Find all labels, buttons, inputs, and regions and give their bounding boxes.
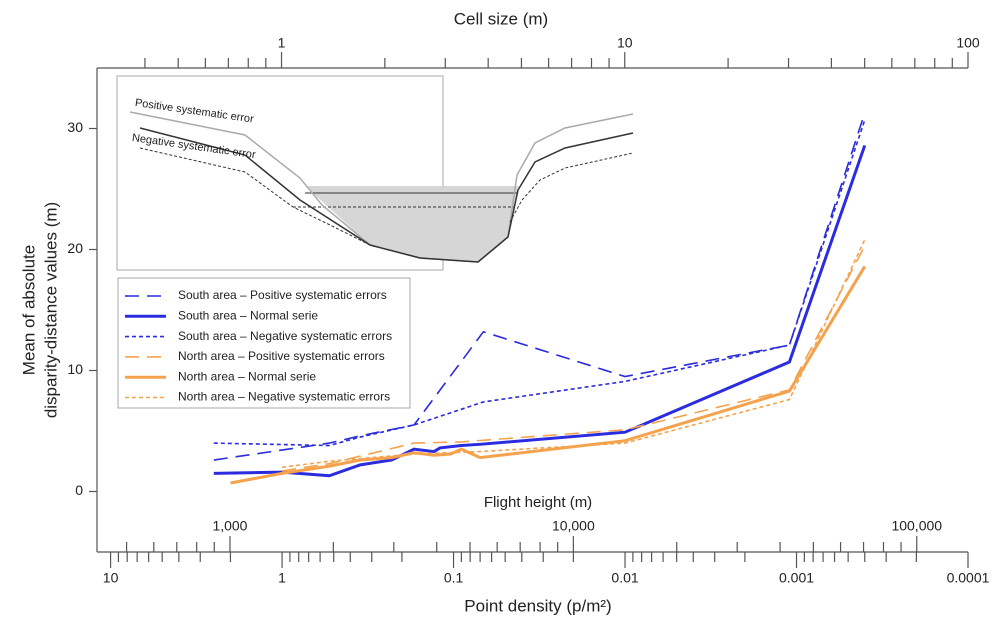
y-axis-title-line: Mean of absolute — [19, 245, 38, 375]
x-tick-label: 0.001 — [779, 570, 814, 586]
series-line — [213, 119, 866, 447]
inset-normal — [139, 127, 634, 263]
inset-negative — [509, 152, 634, 223]
x3-axis-title: Flight height (m) — [484, 494, 592, 511]
x2-tick-label: 10 — [617, 35, 633, 51]
inset-negative — [139, 147, 371, 246]
series-line — [213, 144, 867, 478]
series-line — [281, 239, 866, 469]
x3-tick-label: 1,000 — [212, 518, 247, 534]
x3-tick-label: 10,000 — [552, 518, 595, 534]
y-axis-title-line: disparity-distance values (m) — [41, 202, 60, 418]
legend-label: South area – Negative systematic errors — [178, 329, 392, 343]
x2-tick-label: 1 — [278, 35, 286, 51]
legend-label: North area – Positive systematic errors — [178, 349, 385, 363]
y-tick-label: 0 — [75, 482, 83, 498]
x2-tick-label: 100 — [956, 35, 980, 51]
legend-label: North area – Normal serie — [178, 369, 316, 383]
y-tick-label: 20 — [67, 240, 83, 256]
inset-water — [305, 186, 518, 262]
legend — [117, 277, 411, 409]
legend-label: South area – Positive systematic errors — [178, 288, 387, 302]
inset-diagram: Positive systematic error Negative syste… — [116, 75, 634, 271]
x-tick-label: 1 — [278, 570, 286, 586]
y-tick-label: 10 — [67, 361, 83, 377]
x-tick-label: 0.0001 — [947, 570, 990, 586]
x3-tick-label: 100,000 — [891, 518, 942, 534]
y-tick-label: 30 — [67, 119, 83, 135]
y-axis-title: Mean of absolute disparity-distance valu… — [19, 202, 60, 418]
legend-label: South area – Normal serie — [178, 308, 318, 322]
series-line — [213, 112, 866, 461]
x-axis-title: Point density (p/m²) — [464, 596, 611, 615]
x-tick-label: 0.1 — [444, 570, 464, 586]
x-tick-label: 10 — [103, 570, 119, 586]
x2-axis-title: Cell size (m) — [454, 9, 548, 28]
x-tick-label: 0.01 — [611, 570, 638, 586]
legend-label: North area – Negative systematic errors — [178, 390, 390, 404]
series-line — [230, 265, 867, 485]
